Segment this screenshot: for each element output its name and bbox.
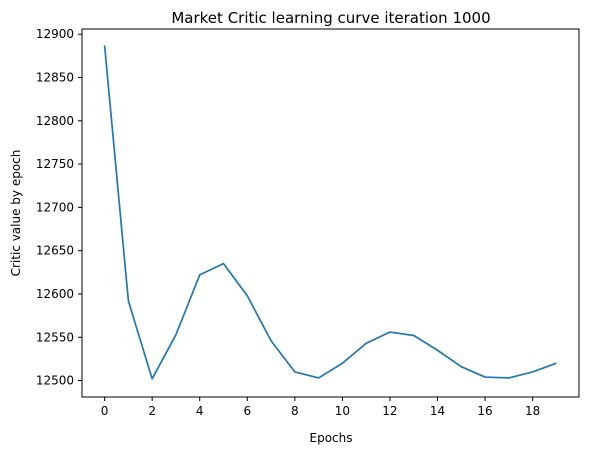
y-tick-label: 12850 [36,70,74,84]
x-tick-label: 10 [335,404,350,418]
x-tick-label: 0 [101,404,109,418]
chart-title: Market Critic learning curve iteration 1… [171,9,490,27]
y-tick-label: 12750 [36,157,74,171]
x-axis: 0 2 4 6 8 10 12 14 16 18 [101,397,540,418]
x-tick-label: 12 [382,404,397,418]
x-tick-label: 6 [243,404,251,418]
x-tick-label: 14 [430,404,445,418]
y-tick-label: 12700 [36,200,74,214]
y-tick-label: 12650 [36,244,74,258]
y-tick-label: 12900 [36,27,74,41]
x-tick-label: 8 [291,404,299,418]
x-axis-label: Epochs [310,431,353,445]
x-tick-label: 18 [525,404,540,418]
x-tick-label: 4 [196,404,204,418]
y-tick-label: 12600 [36,287,74,301]
plot-frame [81,28,580,398]
y-tick-label: 12800 [36,114,74,128]
y-tick-label: 12550 [36,330,74,344]
y-axis-label: Critic value by epoch [9,150,23,277]
x-tick-label: 16 [477,404,492,418]
x-tick-label: 2 [148,404,156,418]
y-axis: 12500 12550 12600 12650 12700 12750 12800 12850… [36,27,82,388]
series-line [103,45,557,380]
y-tick-label: 12500 [36,374,74,388]
